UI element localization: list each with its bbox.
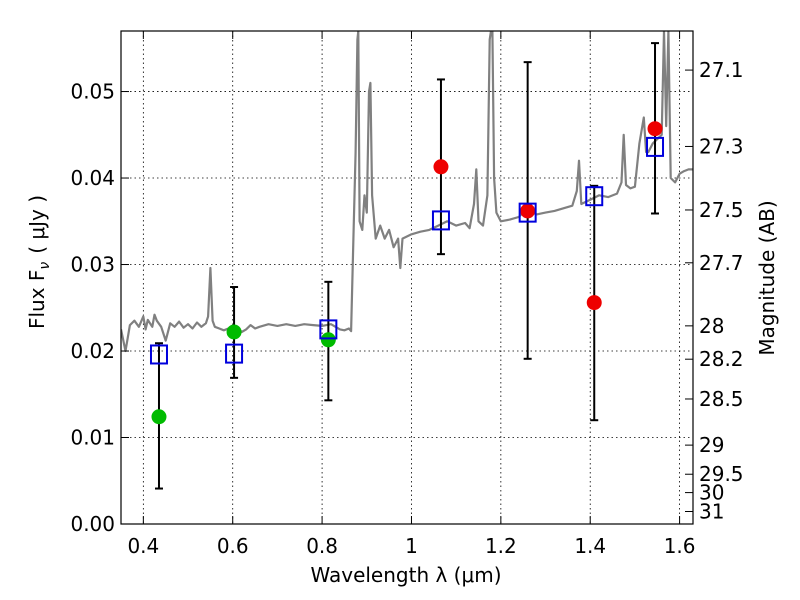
y-tick-label: 0.03 <box>70 253 115 277</box>
y2-tick-label: 28.2 <box>699 347 744 371</box>
spectrum-line <box>121 31 693 353</box>
y-tick-label: 0.01 <box>70 426 115 450</box>
x-tick-labels: 0.4 0.6 0.8 1 1.2 1.4 1.6 <box>127 534 695 558</box>
x-tick-label: 0.4 <box>127 534 159 558</box>
y-axis-title-unit: ( μJy ) <box>25 195 49 254</box>
y-tick-label: 0.04 <box>70 166 115 190</box>
y-tick-labels: 0.00 0.01 0.02 0.03 0.04 0.05 <box>70 80 115 536</box>
data-markers <box>149 121 665 425</box>
y2-tick-label: 27.3 <box>699 134 744 158</box>
x-tick-label: 0.8 <box>306 534 338 558</box>
y2-tick-label: 28 <box>699 314 724 338</box>
model-point <box>431 210 450 231</box>
x-tick-label: 1 <box>405 534 418 558</box>
x-tick-label: 1.4 <box>574 534 606 558</box>
data-point <box>151 409 167 425</box>
y2-tick-label: 27.7 <box>699 251 744 275</box>
x-tick-label: 1.6 <box>664 534 696 558</box>
model-point <box>319 319 338 340</box>
model-point <box>585 186 604 207</box>
y2-tick-label: 27.5 <box>699 198 744 222</box>
x-tick-label: 1.2 <box>485 534 517 558</box>
x-tick-label: 0.6 <box>217 534 249 558</box>
data-point <box>520 203 536 219</box>
model-point <box>518 202 537 223</box>
y2-tick-label: 27.1 <box>699 58 744 82</box>
y-tick-label: 0.00 <box>70 512 115 536</box>
y-axis-title-main: Flux F <box>25 270 49 329</box>
model-point <box>149 344 168 365</box>
data-point <box>586 295 602 311</box>
grid-lines <box>121 31 693 525</box>
y2-tick-label: 29.5 <box>699 462 744 486</box>
y2-tick-label: 31 <box>699 499 724 523</box>
y-tick-label: 0.02 <box>70 339 115 363</box>
data-point <box>647 121 663 137</box>
y2-axis-title: Magnitude (AB) <box>755 200 779 355</box>
plot-frame <box>120 30 694 525</box>
data-point <box>226 324 242 340</box>
x-axis-title: Wavelength λ (μm) <box>310 563 501 587</box>
spectrum-layer <box>121 31 693 353</box>
y2-tick-label: 29 <box>699 433 724 457</box>
model-point <box>225 343 244 364</box>
y-axis-title: Flux Fν ( μJy ) <box>25 195 53 329</box>
axis-ticks <box>121 31 693 525</box>
y2-tick-label: 28.5 <box>699 387 744 411</box>
error-bars <box>154 42 660 490</box>
data-point <box>433 159 449 175</box>
svg-text:Flux Fν( μJy ): Flux Fν ( μJy ) <box>25 195 53 329</box>
model-point <box>646 136 665 157</box>
data-point <box>320 332 336 348</box>
y-tick-label: 0.05 <box>70 80 115 104</box>
y2-tick-label: 30 <box>699 481 724 505</box>
y-axis-title-sub: ν <box>37 262 53 270</box>
